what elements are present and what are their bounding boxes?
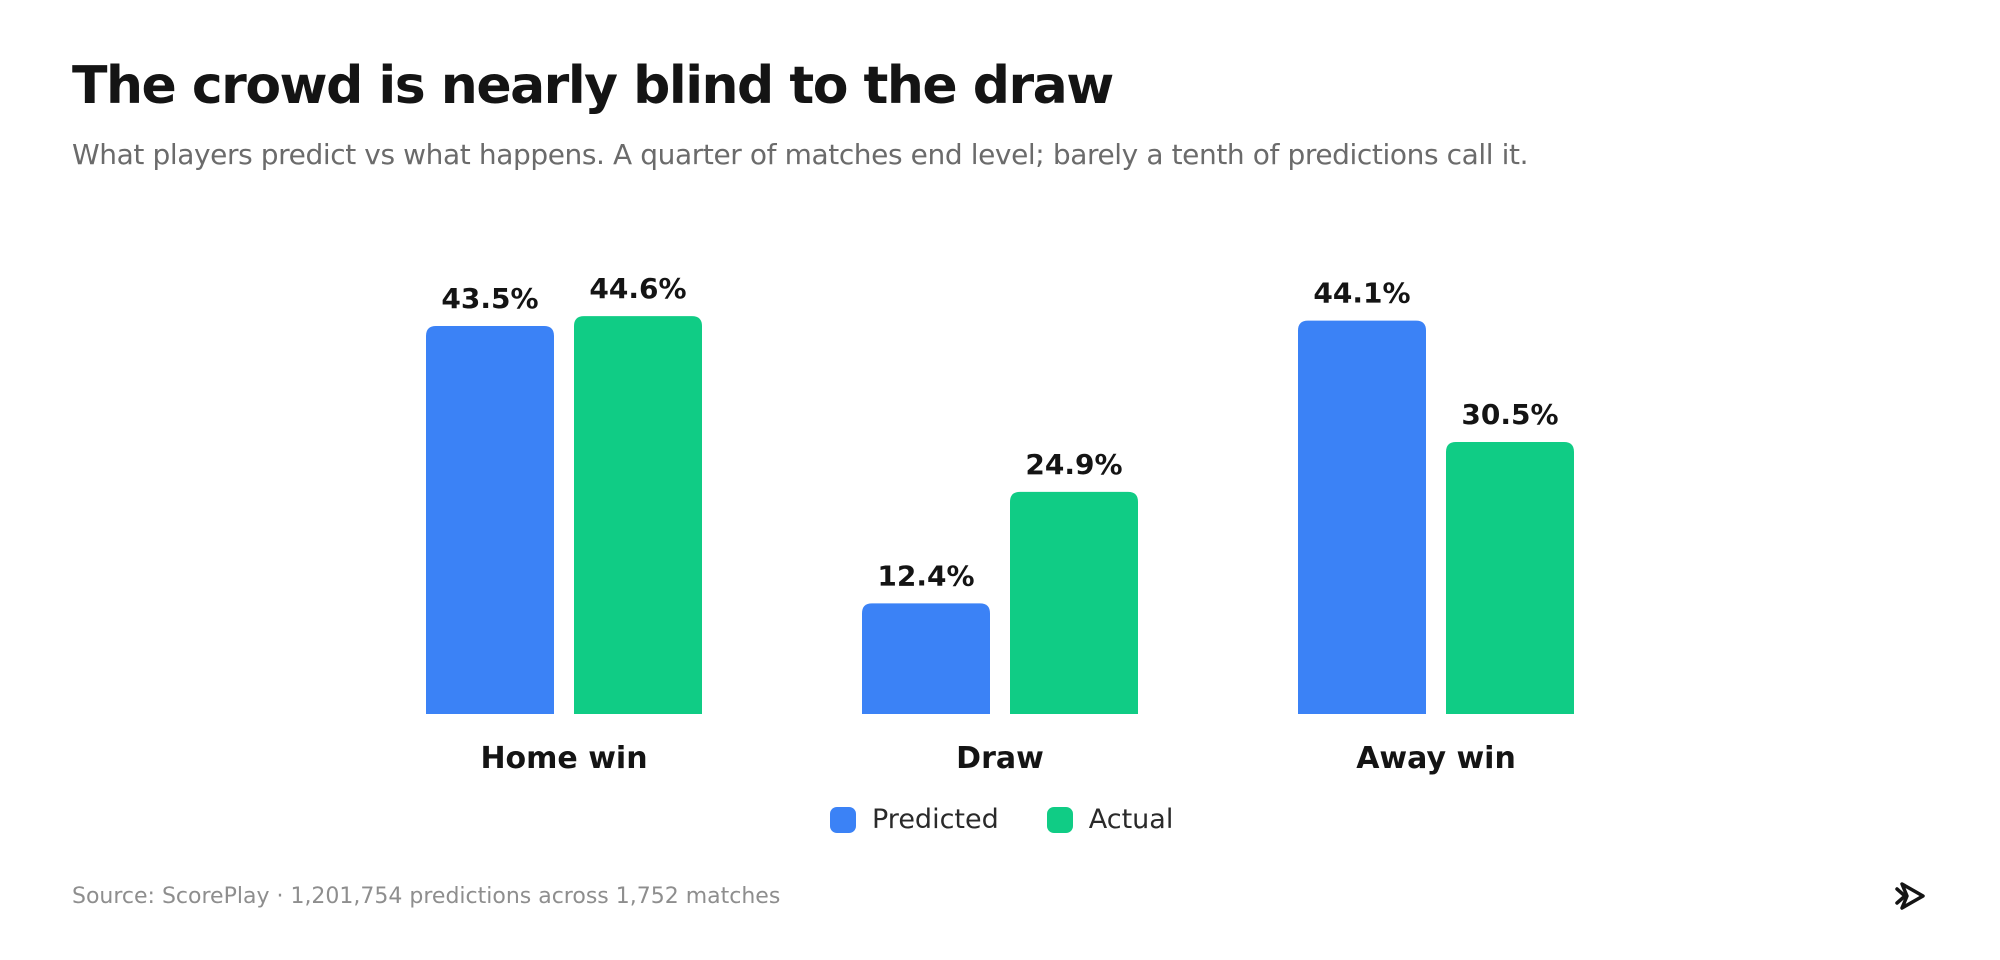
- legend-item-predicted: Predicted: [830, 804, 999, 835]
- data-label-home-win-predicted: 43.5%: [441, 282, 538, 315]
- legend-item-actual: Actual: [1046, 804, 1174, 835]
- bar-away-win-actual: [1446, 441, 1574, 714]
- bar-draw-predicted: [862, 603, 990, 714]
- bar-home-win-actual: [574, 316, 702, 714]
- data-label-away-win-predicted: 44.1%: [1313, 277, 1410, 310]
- chart-title: The crowd is nearly blind to the draw: [72, 56, 1114, 116]
- legend-swatch-predicted: [830, 806, 856, 833]
- scoreplay-logo-icon[interactable]: [1892, 876, 1932, 916]
- bar-draw-actual: [1010, 491, 1138, 714]
- data-label-home-win-actual: 44.6%: [589, 272, 686, 305]
- source-note: Source: ScorePlay · 1,201,754 prediction…: [72, 884, 781, 909]
- bar-home-win-predicted: [426, 325, 554, 714]
- data-label-draw-predicted: 12.4%: [877, 559, 974, 592]
- category-label-home-win: Home win: [480, 741, 647, 776]
- category-label-draw: Draw: [956, 741, 1044, 776]
- category-label-away-win: Away win: [1356, 741, 1516, 776]
- legend-label-predicted: Predicted: [872, 804, 999, 835]
- legend: Predicted Actual: [830, 804, 1221, 835]
- data-label-draw-actual: 24.9%: [1025, 448, 1122, 481]
- legend-swatch-actual: [1046, 806, 1073, 833]
- data-label-away-win-actual: 30.5%: [1461, 398, 1558, 431]
- chart-subtitle: What players predict vs what happens. A …: [72, 138, 1529, 171]
- legend-label-actual: Actual: [1088, 804, 1174, 835]
- bar-away-win-predicted: [1298, 320, 1426, 714]
